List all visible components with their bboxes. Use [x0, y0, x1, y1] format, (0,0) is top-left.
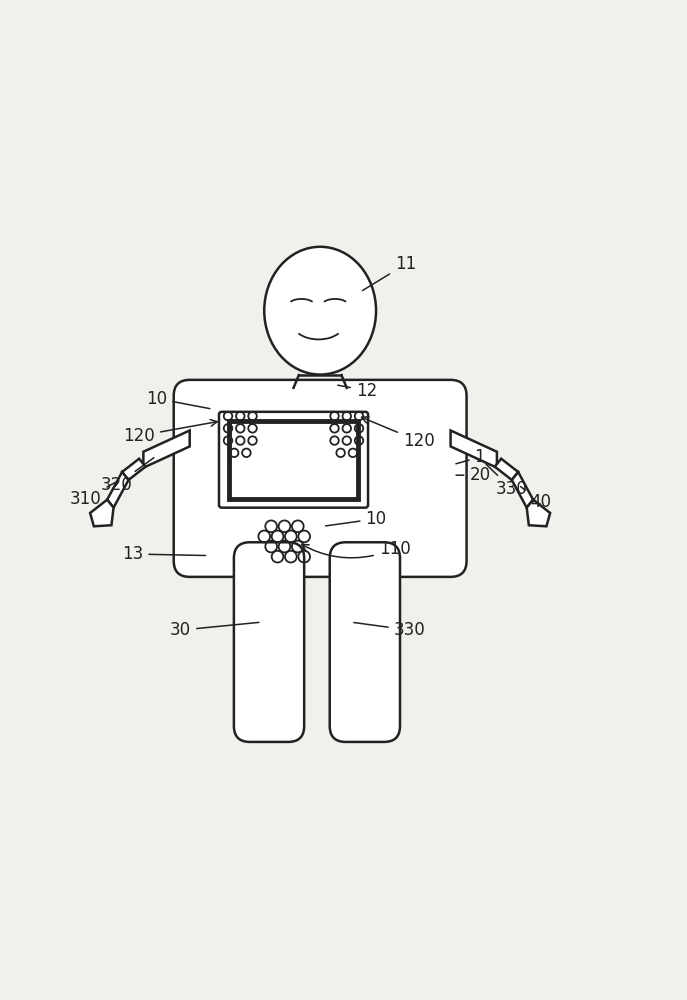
Polygon shape — [122, 459, 146, 480]
Polygon shape — [527, 500, 550, 526]
Text: 10: 10 — [146, 390, 210, 409]
Text: 10: 10 — [326, 510, 387, 528]
FancyBboxPatch shape — [234, 542, 304, 742]
Text: 1: 1 — [456, 448, 485, 466]
Text: 11: 11 — [363, 255, 416, 291]
Polygon shape — [144, 430, 190, 468]
Text: 20: 20 — [456, 466, 491, 484]
Ellipse shape — [264, 247, 376, 375]
Text: 120: 120 — [361, 417, 434, 450]
Text: 320: 320 — [101, 458, 154, 494]
Text: 310: 310 — [70, 482, 115, 508]
Text: 12: 12 — [338, 382, 377, 400]
Text: 13: 13 — [122, 545, 205, 563]
Polygon shape — [512, 472, 533, 508]
Text: 30: 30 — [170, 621, 259, 639]
Polygon shape — [107, 472, 128, 508]
FancyBboxPatch shape — [229, 421, 359, 499]
Text: 110: 110 — [302, 540, 411, 558]
Polygon shape — [451, 430, 497, 468]
Text: 330: 330 — [354, 621, 425, 639]
Polygon shape — [90, 500, 113, 526]
FancyBboxPatch shape — [219, 412, 368, 508]
FancyBboxPatch shape — [330, 542, 400, 742]
Text: 330: 330 — [486, 464, 528, 498]
Text: 40: 40 — [521, 486, 552, 511]
FancyBboxPatch shape — [174, 380, 466, 577]
Text: 120: 120 — [123, 420, 217, 445]
Polygon shape — [495, 459, 518, 480]
